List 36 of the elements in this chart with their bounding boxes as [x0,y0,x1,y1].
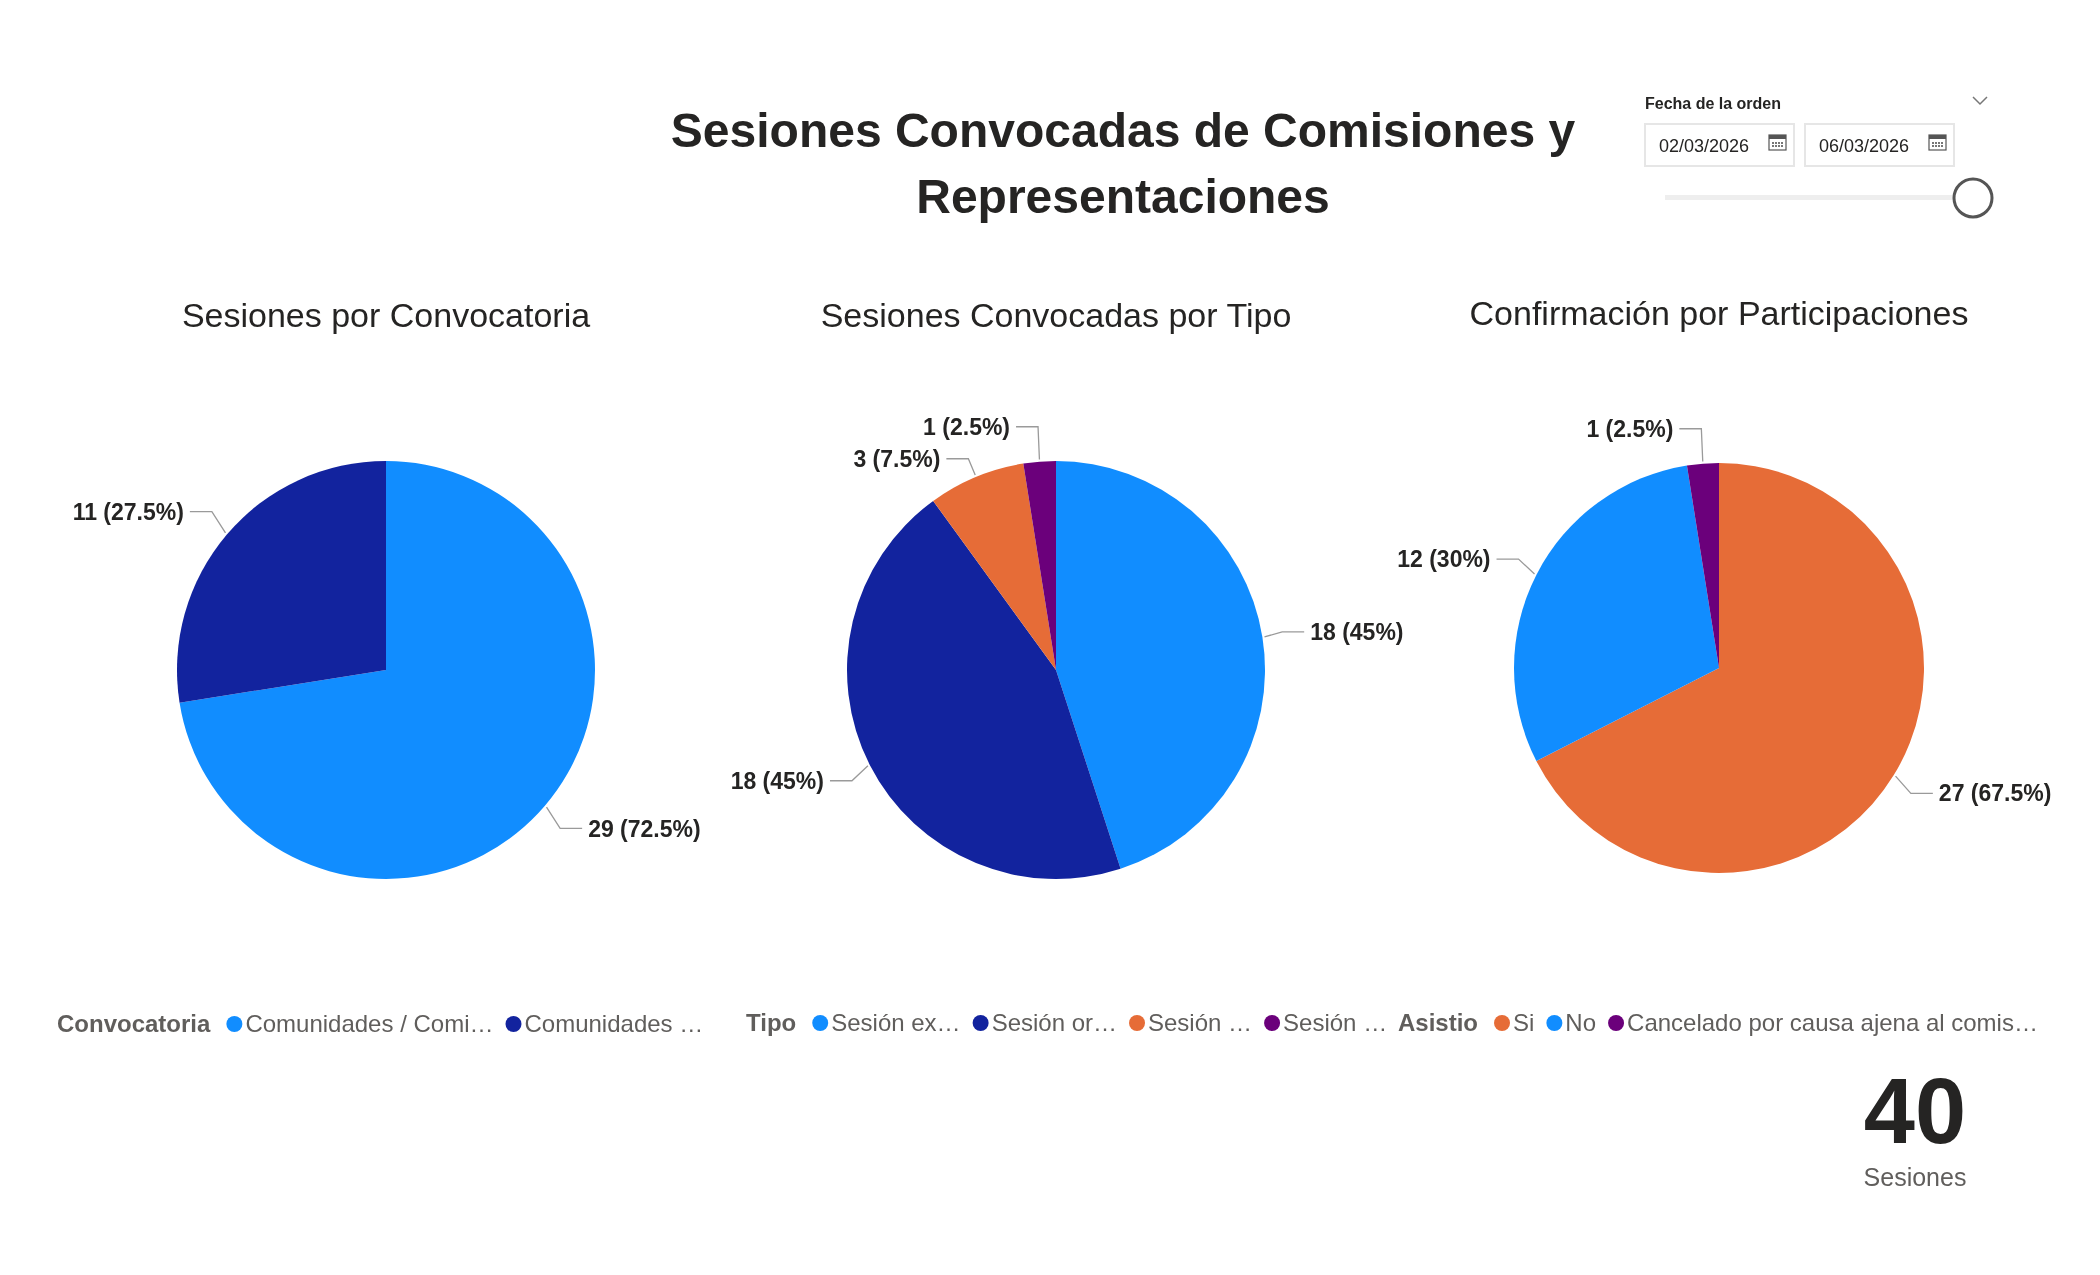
data-label: 3 (7.5%) [853,445,941,472]
pie-slice [1686,463,1719,668]
legend-label: No [1565,1009,1597,1037]
legend-label: Comunidades / Comi… [245,1010,494,1038]
data-label: 18 (45%) [1310,618,1404,645]
legend-label: Sesión … [1148,1009,1253,1037]
legend-title: Convocatoria [57,1010,212,1038]
text: Fecha de la orden [1645,95,1782,112]
legend-label: Cancelado por causa ajena al comis… [1627,1009,2038,1037]
data-label: 11 (27.5%) [72,498,184,525]
pie-slice [1536,463,1924,873]
data-label: 1 (2.5%) [1586,415,1674,442]
text: 40 [1863,1060,1967,1162]
pie-slice [847,500,1121,879]
pie-slice [1514,465,1719,762]
legend-title: Tipo [746,1009,797,1037]
data-label: 1 (2.5%) [923,413,1011,440]
legend-label: Sesión … [1283,1009,1388,1037]
data-label: 12 (30%) [1397,546,1491,573]
date-field: 06/03/2026 [1804,123,1955,167]
data-label: 18 (45%) [730,767,824,794]
text: Sesiones [1863,1163,1967,1191]
date-field: 02/03/2026 [1644,123,1795,167]
legend-label: Si [1513,1009,1535,1037]
legend-title: Asistio [1398,1009,1479,1037]
pie-slice [1056,461,1265,869]
legend-label: Comunidades … [524,1010,704,1038]
chart-title: Sesiones por Convocatoria [181,296,591,334]
pie-slice [1023,461,1056,670]
chart-title: Confirmación por Participaciones [1469,294,1969,332]
legend-label: Sesión or… [991,1009,1118,1037]
data-label: 27 (67.5%) [1938,780,2052,807]
legend-label: Sesión ex… [831,1009,961,1037]
data-label: 29 (72.5%) [588,815,701,842]
text: Sesiones Convocadas de Comisiones y Representaciones [670,104,1576,223]
chart-title: Sesiones Convocadas por Tipo [820,296,1292,334]
